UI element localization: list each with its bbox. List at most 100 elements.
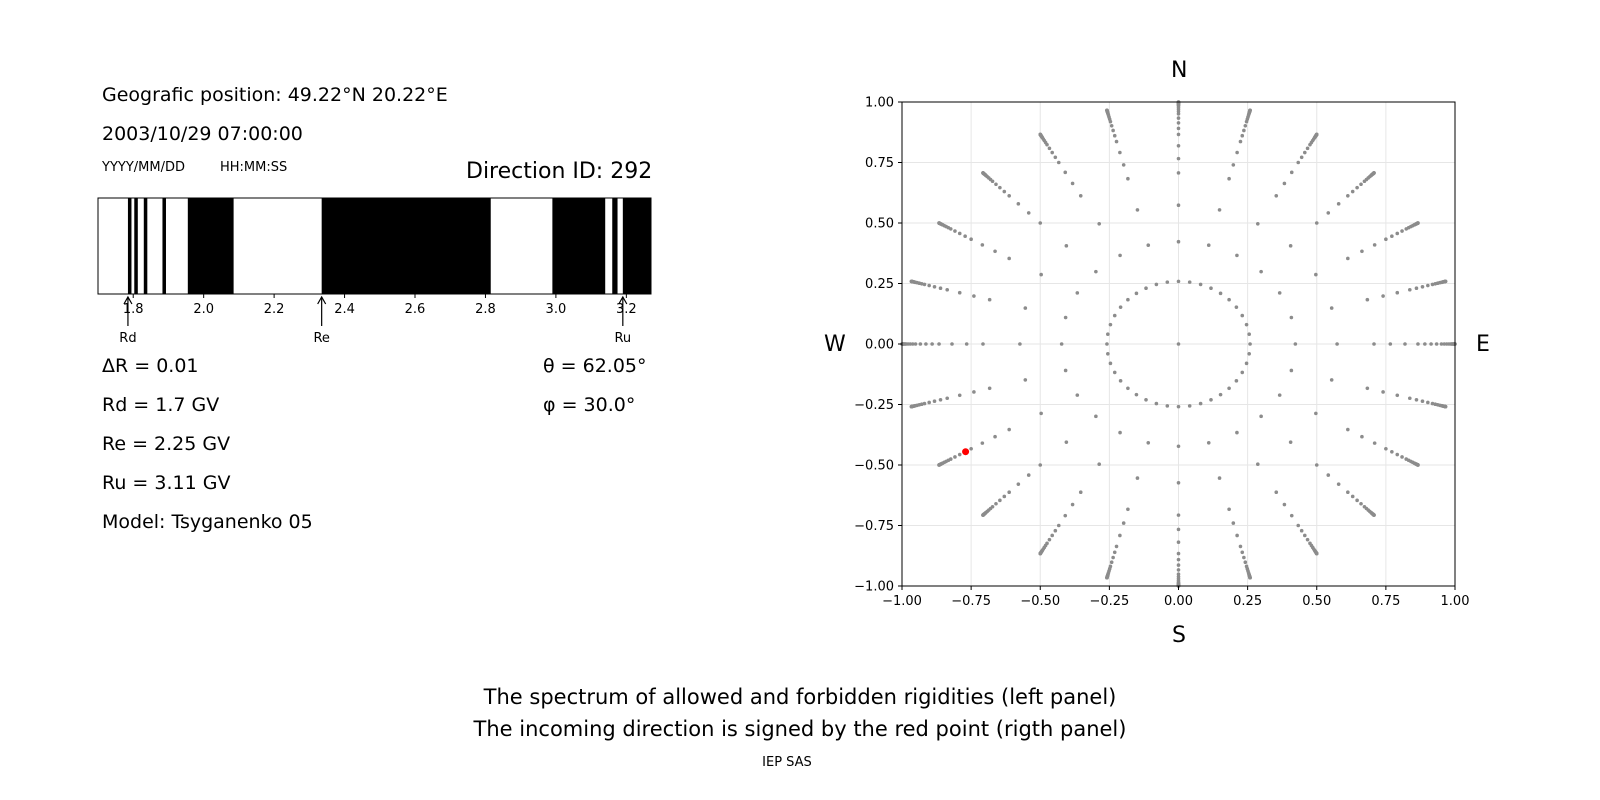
direction-point bbox=[1359, 501, 1363, 506]
model-label: Model: Tsyganenko 05 bbox=[102, 511, 313, 533]
direction-point bbox=[1420, 399, 1425, 404]
direction-point bbox=[1390, 450, 1394, 454]
direction-point bbox=[1109, 123, 1114, 128]
direction-point bbox=[1282, 181, 1287, 186]
direction-point bbox=[1187, 404, 1192, 408]
x-tick-label: 0.25 bbox=[1233, 594, 1262, 609]
direction-point bbox=[927, 400, 931, 405]
direction-point bbox=[1007, 194, 1011, 198]
x-tick-label: 2.8 bbox=[475, 302, 496, 317]
direction-point bbox=[981, 342, 985, 346]
direction-point bbox=[1326, 473, 1331, 477]
direction-point bbox=[1355, 498, 1359, 503]
x-tick-label: 2.4 bbox=[334, 302, 355, 317]
direction-point bbox=[1403, 342, 1407, 346]
direction-point bbox=[957, 393, 962, 398]
direction-point bbox=[1176, 143, 1181, 148]
y-tick-label: −1.00 bbox=[854, 580, 894, 595]
y-tick-label: 0.25 bbox=[865, 277, 894, 292]
y-tick-label: −0.75 bbox=[854, 519, 894, 534]
direction-point bbox=[1235, 533, 1239, 538]
direction-point bbox=[1112, 313, 1117, 318]
x-tick-label: 0.00 bbox=[1164, 594, 1193, 609]
direction-point bbox=[1070, 181, 1075, 186]
north-label: N bbox=[1171, 58, 1188, 83]
direction-point bbox=[1176, 203, 1181, 207]
direction-point bbox=[1289, 315, 1294, 320]
direction-point bbox=[1235, 253, 1239, 258]
direction-point bbox=[1047, 537, 1052, 542]
direction-point bbox=[1388, 342, 1393, 346]
direction-point bbox=[1105, 342, 1109, 346]
direction-point bbox=[1050, 533, 1055, 538]
direction-point bbox=[1112, 550, 1117, 555]
direction-point bbox=[1121, 521, 1126, 525]
direction-point bbox=[1176, 404, 1181, 409]
direction-point bbox=[1302, 533, 1307, 538]
direction-point bbox=[1134, 291, 1139, 296]
x-tick-label: −0.75 bbox=[951, 594, 991, 609]
direction-point bbox=[1154, 401, 1159, 406]
direction-point bbox=[1243, 123, 1248, 128]
direction-point bbox=[1038, 132, 1043, 137]
direction-point bbox=[1231, 521, 1236, 525]
direction-point bbox=[1135, 476, 1140, 480]
direction-point bbox=[972, 390, 976, 394]
direction-point bbox=[945, 396, 950, 401]
direction-point bbox=[1238, 139, 1243, 144]
direction-point bbox=[922, 282, 927, 287]
direction-point bbox=[1326, 211, 1331, 215]
direction-point bbox=[1240, 370, 1245, 375]
direction-point bbox=[1346, 427, 1350, 432]
direction-point bbox=[1118, 150, 1122, 155]
direction-point bbox=[994, 182, 998, 187]
direction-point bbox=[950, 342, 954, 346]
direction-point bbox=[1243, 560, 1248, 565]
direction-point bbox=[1209, 398, 1213, 402]
direction-point bbox=[1442, 342, 1447, 346]
direction-point bbox=[957, 452, 962, 457]
direction-point bbox=[1097, 462, 1102, 467]
direction-point bbox=[1176, 112, 1181, 116]
theta-value: θ = 62.05° bbox=[543, 355, 647, 377]
direction-point bbox=[1426, 283, 1430, 288]
direction-point bbox=[930, 342, 934, 346]
direction-point bbox=[1002, 494, 1007, 499]
direction-point bbox=[1314, 132, 1319, 137]
direction-point bbox=[1176, 132, 1181, 137]
forbidden-band bbox=[127, 198, 132, 294]
direction-point bbox=[1176, 527, 1181, 532]
x-tick-label: −0.50 bbox=[1020, 594, 1060, 609]
direction-point bbox=[1430, 282, 1435, 287]
direction-id: Direction ID: 292 bbox=[466, 159, 653, 184]
direction-point bbox=[1426, 400, 1430, 405]
south-label: S bbox=[1172, 623, 1186, 648]
direction-point bbox=[909, 279, 914, 284]
direction-point bbox=[1289, 368, 1294, 373]
direction-point bbox=[1293, 342, 1298, 346]
direction-point bbox=[909, 404, 914, 409]
direction-point bbox=[1112, 133, 1117, 138]
direction-point bbox=[1277, 393, 1282, 397]
direction-point bbox=[1360, 249, 1364, 254]
direction-point bbox=[1289, 170, 1294, 175]
direction-point bbox=[1198, 401, 1203, 406]
x-tick-label: 0.50 bbox=[1302, 594, 1331, 609]
direction-point bbox=[1314, 272, 1318, 277]
direction-point bbox=[1350, 494, 1355, 499]
direction-point bbox=[918, 342, 923, 346]
direction-point bbox=[1146, 243, 1151, 248]
direction-point bbox=[1407, 287, 1412, 292]
direction-point bbox=[938, 286, 943, 290]
direction-point bbox=[1176, 568, 1181, 572]
direction-point bbox=[1335, 342, 1339, 346]
direction-point bbox=[1234, 379, 1239, 383]
direction-point bbox=[1255, 221, 1260, 226]
direction-point bbox=[1247, 351, 1251, 356]
y-tick-label: −0.25 bbox=[854, 398, 894, 413]
direction-point bbox=[1078, 194, 1083, 198]
direction-point bbox=[922, 401, 927, 406]
direction-point bbox=[1118, 533, 1122, 538]
forbidden-band bbox=[134, 198, 138, 294]
